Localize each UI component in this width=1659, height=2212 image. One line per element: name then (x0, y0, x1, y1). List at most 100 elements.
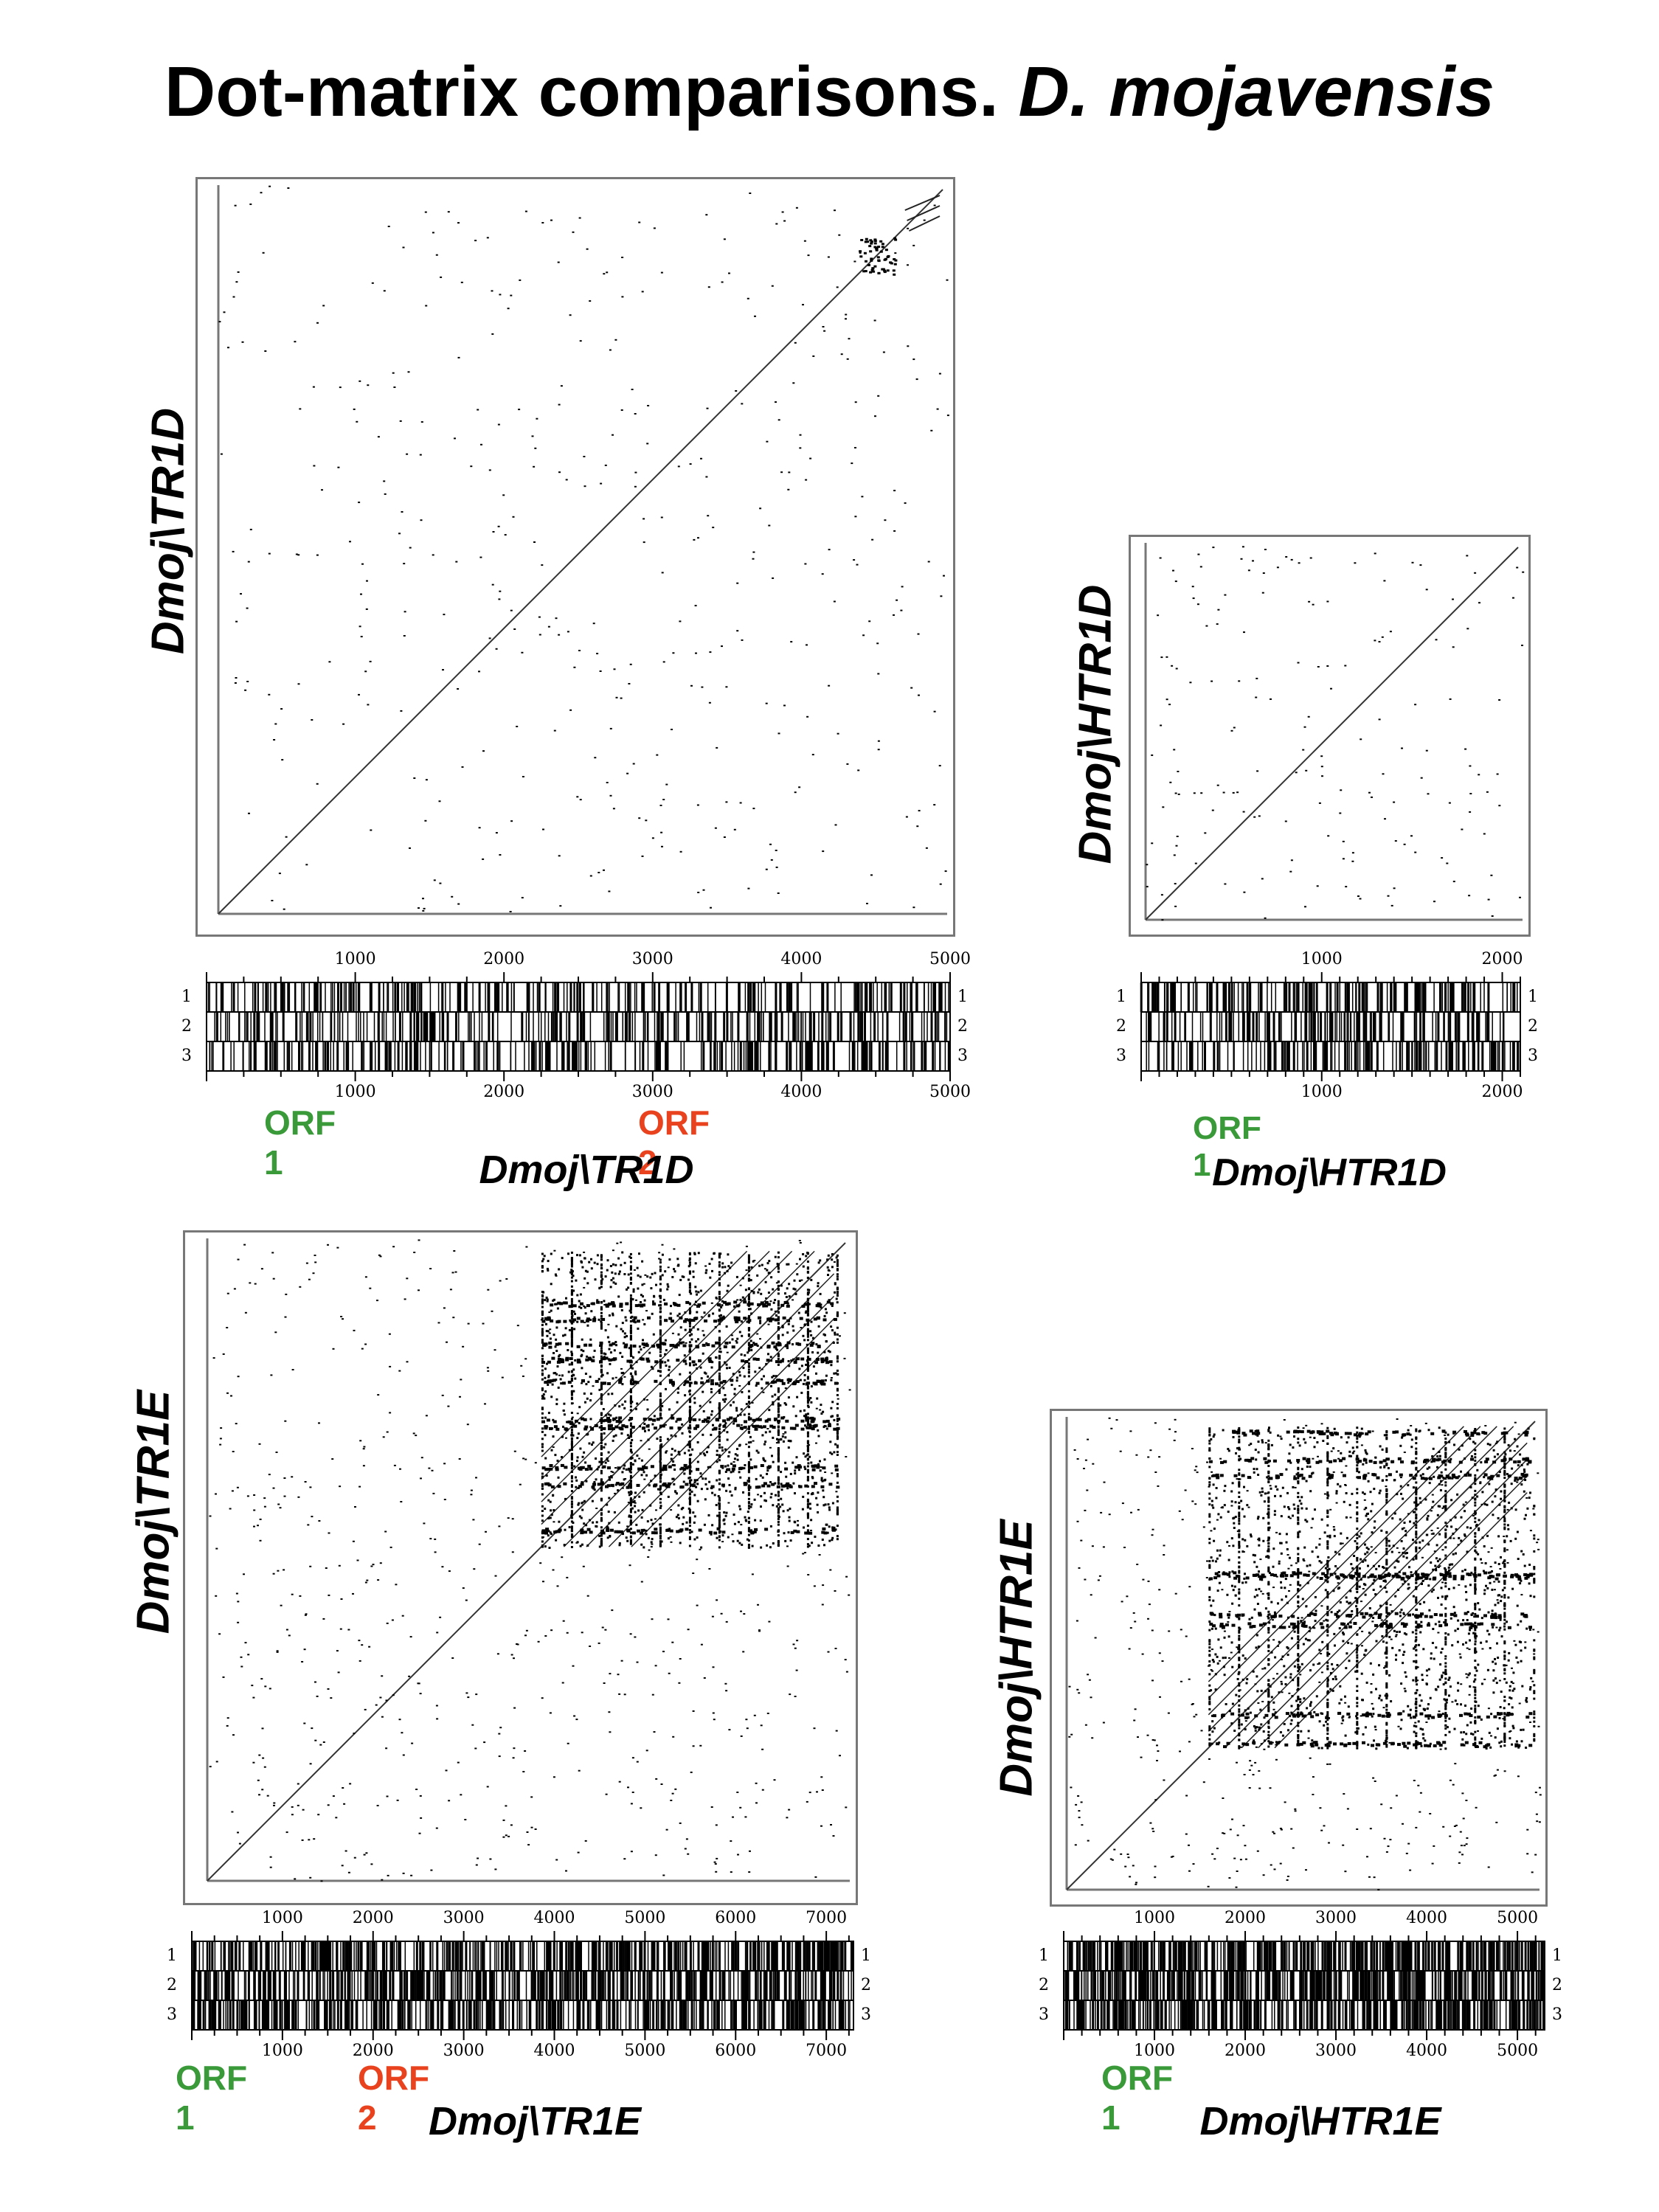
frame-number-label: 2 (181, 1017, 192, 1036)
frame-number-label: 1 (181, 988, 192, 1006)
axis-tick-label: 2000 (352, 1909, 394, 1927)
dot-matrix-svg (1144, 543, 1525, 921)
axis-tick-label: 2000 (1225, 1909, 1267, 1927)
x-axis-label: Dmoj\HTR1E (1199, 2099, 1441, 2143)
dot-matrix-svg (1065, 1417, 1542, 1891)
orf-frame-track: 1 1 2 2 3 3 1000 1000 2000 2000 (1116, 950, 1545, 1121)
scatter-dots (1068, 1417, 1542, 1890)
axis-tick-label: 5000 (1497, 1909, 1539, 1927)
orf1-label: ORF 1 (1193, 1110, 1261, 1183)
scatter-dots (1146, 546, 1525, 921)
axis-tick-label: 2000 (1481, 950, 1523, 968)
y-axis-label: Dmoj\HTR1E (991, 1519, 1042, 1797)
frame-number-label: 1 (957, 988, 968, 1006)
frame-number-label: 2 (167, 1976, 177, 1994)
page-title: Dot-matrix comparisons. D. mojavensis (0, 52, 1659, 133)
axis-tick-label: 1000 (261, 2042, 303, 2060)
axis-tick-label: 4000 (780, 1083, 822, 1101)
frame-number-label: 2 (1116, 1017, 1126, 1036)
dot-matrix-plot (195, 177, 955, 937)
axis-tick-label: 2000 (1225, 2042, 1267, 2060)
axis-tick-label: 1000 (1134, 1909, 1176, 1927)
dot-matrix-plot (1050, 1409, 1548, 1907)
axis-tick-label: 1000 (261, 1909, 303, 1927)
frame-number-label: 3 (1528, 1047, 1538, 1065)
axis-tick-label: 4000 (780, 950, 822, 968)
main-diagonal (207, 1242, 846, 1882)
orf-frame-track: 1 1 2 2 3 3 1000 1000 2000 2000 3000 3000 4000 4000 50… (181, 950, 980, 1136)
dot-matrix-svg (206, 1238, 851, 1882)
axis-tick-label: 5000 (929, 950, 971, 968)
axis-tick-label: 4000 (1406, 1909, 1448, 1927)
frame-number-label: 3 (1116, 1047, 1126, 1065)
axis-tick-label: 2000 (483, 1083, 525, 1101)
frame-number-label: 1 (1039, 1946, 1049, 1965)
title-main: Dot-matrix comparisons. (164, 52, 999, 131)
axis-tick-label: 7000 (806, 1909, 848, 1927)
y-axis-label: Dmoj\HTR1D (1070, 584, 1121, 864)
frame-number-label: 2 (1552, 1976, 1562, 1994)
frame-number-label: 1 (1116, 988, 1126, 1006)
orf2-label: ORF 2 (638, 1103, 710, 1182)
orf-frame-track: 1 1 2 2 3 3 1000 1000 2000 2000 3000 3000 4000 4000 50… (1039, 1909, 1564, 2073)
axis-tick-label: 1000 (1300, 1083, 1343, 1101)
main-diagonal (1066, 1421, 1536, 1890)
orf-track-svg (1140, 972, 1521, 1081)
frame-number-label: 3 (861, 2005, 871, 2024)
frame-number-label: 3 (1552, 2005, 1562, 2024)
axis-tick-label: 3000 (1315, 1909, 1357, 1927)
axis-tick-label: 3000 (443, 2042, 485, 2060)
frame-number-label: 1 (1552, 1946, 1562, 1965)
orf2-label: ORF 2 (358, 2059, 430, 2137)
orf1-label: ORF 1 (264, 1103, 336, 1182)
axis-tick-label: 1000 (1134, 2042, 1176, 2060)
frame-number-label: 1 (1528, 988, 1538, 1006)
frame-number-label: 3 (181, 1047, 192, 1065)
axis-tick-label: 7000 (806, 2042, 848, 2060)
orf-track-svg (191, 1931, 854, 2040)
y-axis-label: Dmoj\TR1E (128, 1390, 179, 1634)
title-species: D. mojavensis (1018, 52, 1495, 131)
axis-tick-label: 6000 (715, 2042, 757, 2060)
axis-tick-label: 4000 (1406, 2042, 1448, 2060)
axis-tick-label: 5000 (929, 1083, 971, 1101)
orf-track-svg (206, 972, 951, 1081)
dot-matrix-plot (1129, 535, 1531, 937)
axis-tick-label: 2000 (483, 950, 525, 968)
main-diagonal (1145, 547, 1519, 920)
axis-tick-label: 3000 (1315, 2042, 1357, 2060)
axis-tick-label: 5000 (1497, 2042, 1539, 2060)
axis-tick-label: 1000 (334, 1083, 376, 1101)
dot-matrix-plot (183, 1230, 858, 1905)
x-axis-label: Dmoj\TR1E (428, 2099, 642, 2143)
frame-number-label: 3 (167, 2005, 177, 2024)
frame-number-label: 2 (1039, 1976, 1049, 1994)
orf-frame-track: 1 1 2 2 3 3 1000 1000 2000 2000 3000 3000 4000 4000 50… (167, 1909, 873, 2073)
frame-number-label: 3 (957, 1047, 968, 1065)
dot-matrix-svg (217, 185, 949, 915)
frame-number-label: 2 (957, 1017, 968, 1036)
scatter-dots (218, 185, 949, 912)
axis-tick-label: 3000 (631, 1083, 673, 1101)
axis-tick-label: 1000 (334, 950, 376, 968)
orf-track-svg (1063, 1931, 1545, 2040)
axis-tick-label: 6000 (715, 1909, 757, 1927)
axis-tick-label: 3000 (631, 950, 673, 968)
scatter-dots (209, 1239, 851, 1882)
axis-tick-label: 5000 (624, 2042, 666, 2060)
orf1-label: ORF 1 (1101, 2059, 1174, 2137)
axis-tick-label: 5000 (624, 1909, 666, 1927)
axis-tick-label: 1000 (1300, 950, 1343, 968)
frame-number-label: 1 (167, 1946, 177, 1965)
axis-tick-label: 4000 (533, 1909, 575, 1927)
main-diagonal (218, 189, 943, 915)
frame-number-label: 2 (861, 1976, 871, 1994)
axis-tick-label: 2000 (1481, 1083, 1523, 1101)
axis-tick-label: 3000 (443, 1909, 485, 1927)
x-axis-label: Dmoj\HTR1D (1212, 1151, 1447, 1194)
y-axis-label: Dmoj\TR1D (142, 407, 194, 655)
axis-tick-label: 4000 (533, 2042, 575, 2060)
axis-tick-label: 2000 (352, 2042, 394, 2060)
orf1-label: ORF 1 (176, 2059, 248, 2137)
frame-number-label: 2 (1528, 1017, 1538, 1036)
